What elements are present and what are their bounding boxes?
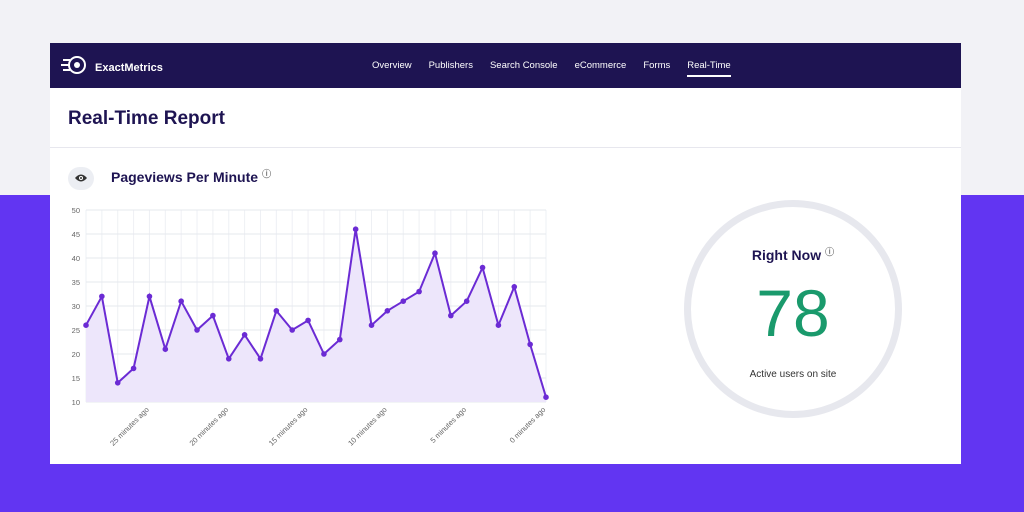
data-point [178,298,184,304]
data-point [241,332,248,338]
data-point [543,394,549,400]
data-point [130,365,137,372]
info-icon[interactable]: ⓘ [262,169,272,179]
y-tick-label: 35 [72,278,80,287]
data-point [400,298,407,304]
data-point [479,264,486,271]
data-point [416,288,422,295]
x-tick-label: 25 minutes ago [108,405,151,448]
nav-forms[interactable]: Forms [643,60,671,71]
data-point [83,322,89,328]
right-now-widget: Right Now ⓘ 78 Active users on site [684,200,902,418]
brand-name: ExactMetrics [95,61,163,74]
y-tick-label: 50 [72,206,80,215]
nav-overview[interactable]: Overview [372,60,412,71]
info-icon[interactable]: ⓘ [825,247,835,257]
pageviews-chart-svg: 10 15 20 25 30 35 40 45 50 25 minutes ago 20 minut… [72,206,549,448]
x-tick-label: 15 minutes ago [267,405,310,448]
y-tick-label: 45 [72,230,80,239]
y-tick-label: 30 [72,302,80,311]
main-nav: Overview Publishers Search Console eComm… [372,43,748,88]
data-point [305,317,311,324]
data-point [336,336,343,343]
nav-real-time[interactable]: Real-Time [687,60,732,77]
nav-publishers[interactable]: Publishers [428,60,473,71]
data-point [511,284,518,290]
y-tick-label: 40 [72,254,80,263]
brand-logo[interactable]: ExactMetrics [61,54,163,81]
pageviews-line [85,229,547,398]
exactmetrics-logo-icon [61,54,89,81]
data-point [146,293,153,300]
right-now-heading: Right Now ⓘ [691,247,895,263]
nav-search-console[interactable]: Search Console [489,60,558,71]
page-title: Real-Time Report [68,108,225,129]
data-point [289,327,296,333]
eye-icon [74,170,88,188]
toggle-visibility-button[interactable] [68,167,94,190]
data-point [384,308,391,314]
data-point [99,293,105,300]
report-card: ExactMetrics Overview Publishers Search … [50,43,961,464]
x-tick-label: 0 minutes ago [508,405,548,445]
top-navigation-bar: ExactMetrics Overview Publishers Search … [50,43,961,88]
data-point [432,250,438,256]
x-tick-label: 10 minutes ago [346,405,389,448]
data-point [162,346,169,352]
data-point [448,312,454,319]
chart-title: Pageviews Per Minute [111,169,259,185]
y-tick-label: 15 [72,374,80,383]
nav-ecommerce[interactable]: eCommerce [574,60,627,71]
active-users-caption: Active users on site [749,369,837,380]
data-point [225,356,232,362]
data-point [463,298,470,304]
chart-section-title: Pageviews Per Minute ⓘ [111,169,271,185]
active-users-count: 78 [756,276,830,350]
data-point [273,308,280,314]
data-point [114,380,121,386]
data-point [210,312,216,319]
y-tick-label: 10 [72,398,80,407]
data-point [321,351,327,357]
data-point [352,226,359,232]
pageviews-chart: 10 15 20 25 30 35 40 45 50 25 minutes ago 20 minut… [60,198,600,464]
x-tick-label: 20 minutes ago [188,405,231,448]
data-point [368,322,375,328]
chart-area-fill [86,229,546,402]
y-tick-label: 25 [72,326,80,335]
page-header: Real-Time Report [50,88,961,148]
right-now-title: Right Now [751,247,822,263]
data-point [257,356,264,362]
y-tick-label: 20 [72,350,80,359]
data-point [194,327,200,333]
data-point [495,322,502,328]
data-point [527,341,533,348]
x-tick-label: 5 minutes ago [428,405,468,445]
